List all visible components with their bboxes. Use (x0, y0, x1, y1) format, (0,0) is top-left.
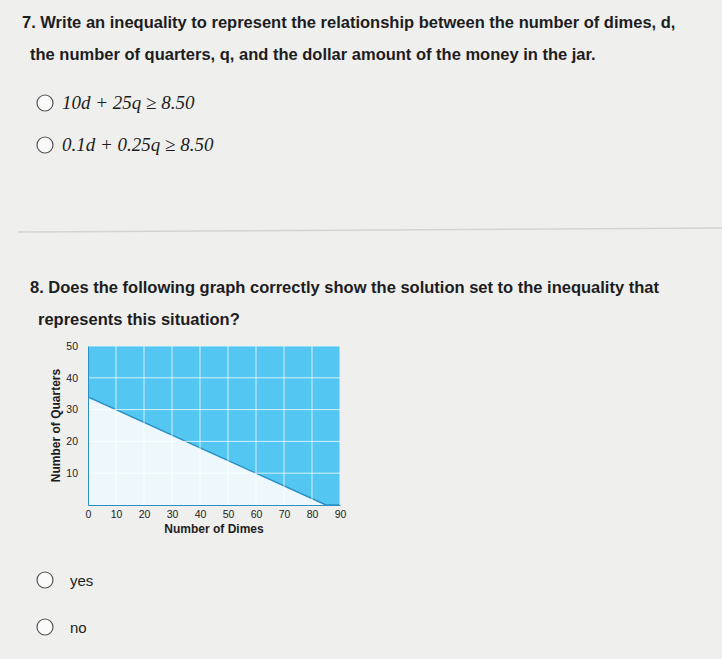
page: 7. Write an inequality to represent the … (0, 0, 722, 659)
plot-area (88, 346, 340, 505)
tick: 20 (139, 505, 151, 520)
solution-region (88, 346, 340, 505)
grid-line (312, 346, 313, 505)
grid-line (144, 346, 145, 505)
tick-label: 80 (307, 508, 319, 520)
tick: 0 (86, 505, 92, 520)
question-text: represents this situation? (38, 310, 240, 328)
chart: 0 10 20 30 40 50 60 70 80 90 10 20 30 40 50 Number of D… (49, 340, 346, 536)
option-text: no (70, 619, 87, 636)
tick-label: 50 (223, 508, 235, 520)
y-axis-title: Number of Quarters (49, 368, 63, 482)
grid-line (228, 346, 229, 505)
option-text: yes (70, 572, 93, 589)
boundary-line (88, 397, 340, 505)
grid-line (256, 346, 257, 505)
axis-line (88, 347, 89, 506)
question-text: the number of quarters, q, and the dolla… (30, 45, 596, 63)
tick: 30 (66, 403, 88, 415)
radio-button[interactable] (37, 95, 53, 111)
tick-label: 0 (86, 508, 92, 520)
grid-line (88, 473, 340, 474)
tick: 40 (195, 505, 207, 520)
tick: 70 (279, 505, 291, 520)
grid (88, 346, 340, 505)
y-axis: 10 20 30 40 50 (66, 340, 88, 506)
tick-label: 30 (66, 403, 78, 415)
tick: 50 (223, 505, 235, 520)
tick-label: 60 (251, 508, 263, 520)
tick: 50 (66, 340, 88, 352)
option-text: 10d + 25q ≥ 8.50 (62, 92, 195, 113)
tick-label: 20 (139, 508, 151, 520)
grid-line (116, 346, 117, 505)
grid-line (88, 377, 340, 378)
tick: 90 (335, 505, 347, 520)
grid-line (200, 346, 201, 505)
grid-line (340, 346, 341, 505)
tick-label: 40 (195, 508, 207, 520)
grid-line (88, 409, 340, 410)
tick: 40 (66, 372, 88, 384)
grid-line (88, 346, 340, 347)
tick: 80 (307, 505, 319, 520)
separator (18, 228, 722, 232)
tick: 10 (111, 505, 123, 520)
option-text: 0.1d + 0.25q ≥ 8.50 (62, 134, 214, 155)
question-text: 7. Write an inequality to represent the … (22, 13, 675, 31)
tick: 30 (167, 505, 179, 520)
question-text: 8. Does the following graph correctly sh… (30, 278, 659, 296)
tick-label: 70 (279, 508, 291, 520)
tick-label: 30 (167, 508, 179, 520)
tick-label: 10 (111, 508, 123, 520)
tick: 10 (66, 467, 88, 479)
tick: 20 (66, 435, 88, 447)
tick: 60 (251, 505, 263, 520)
axis-line (89, 505, 341, 506)
radio-button[interactable] (37, 137, 53, 153)
tick-label: 90 (335, 508, 347, 520)
grid-line (172, 346, 173, 505)
radio-button[interactable] (37, 619, 53, 635)
grid-line (88, 346, 89, 505)
x-axis: 0 10 20 30 40 50 60 70 80 90 (86, 505, 347, 520)
grid-line (88, 441, 340, 442)
tick-label: 20 (66, 435, 78, 447)
radio-button[interactable] (37, 572, 53, 588)
grid-line (284, 346, 285, 505)
tick-label: 10 (66, 467, 78, 479)
tick-label: 50 (66, 340, 78, 352)
tick-label: 40 (66, 372, 78, 384)
plot-background (88, 346, 340, 505)
x-axis-title: Number of Dimes (164, 522, 264, 536)
